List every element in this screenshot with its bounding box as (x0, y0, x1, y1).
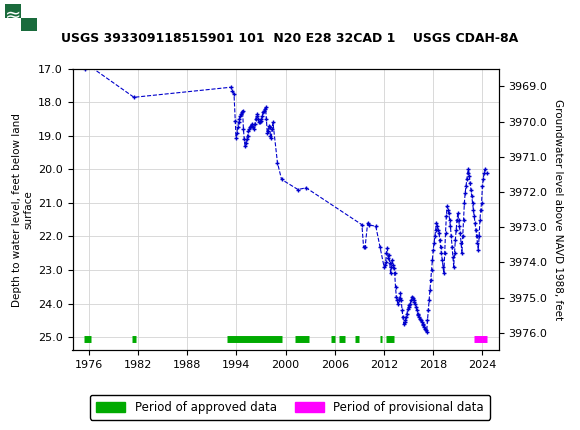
Y-axis label: Groundwater level above NAVD 1988, feet: Groundwater level above NAVD 1988, feet (553, 99, 563, 320)
Text: USGS: USGS (44, 9, 99, 27)
Bar (5, 18, 21, 31)
Bar (5, 4, 21, 18)
FancyBboxPatch shape (5, 4, 37, 31)
Bar (21, 4, 37, 18)
Legend: Period of approved data, Period of provisional data: Period of approved data, Period of provi… (90, 395, 490, 420)
Text: USGS 393309118515901 101  N20 E28 32CAD 1    USGS CDAH-8A: USGS 393309118515901 101 N20 E28 32CAD 1… (61, 32, 519, 45)
Bar (21, 18, 37, 31)
Y-axis label: Depth to water level, feet below land
surface: Depth to water level, feet below land su… (12, 113, 34, 307)
Text: ≋: ≋ (5, 8, 21, 27)
